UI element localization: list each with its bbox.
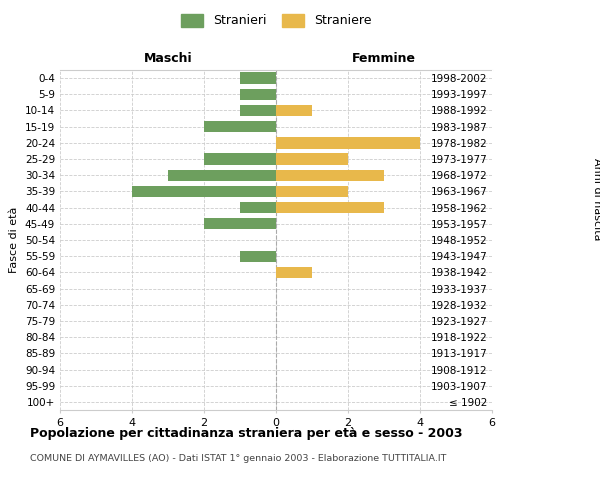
Bar xyxy=(240,202,276,213)
Text: COMUNE DI AYMAVILLES (AO) - Dati ISTAT 1° gennaio 2003 - Elaborazione TUTTITALIA: COMUNE DI AYMAVILLES (AO) - Dati ISTAT 1… xyxy=(30,454,446,463)
Bar xyxy=(132,186,276,197)
Bar xyxy=(240,105,276,116)
Bar xyxy=(276,105,312,116)
Bar xyxy=(168,170,276,181)
Legend: Stranieri, Straniere: Stranieri, Straniere xyxy=(181,14,371,28)
Text: Popolazione per cittadinanza straniera per età e sesso - 2003: Popolazione per cittadinanza straniera p… xyxy=(30,428,463,440)
Bar xyxy=(276,137,420,148)
Bar xyxy=(240,88,276,100)
Bar xyxy=(276,170,384,181)
Bar xyxy=(276,266,312,278)
Bar xyxy=(240,72,276,84)
Y-axis label: Fasce di età: Fasce di età xyxy=(10,207,19,273)
Bar xyxy=(276,154,348,164)
Bar xyxy=(204,154,276,164)
Bar xyxy=(204,121,276,132)
Bar xyxy=(240,250,276,262)
Text: Anni di nascita: Anni di nascita xyxy=(592,158,600,240)
Bar xyxy=(276,202,384,213)
Bar xyxy=(276,186,348,197)
Bar xyxy=(204,218,276,230)
Text: Maschi: Maschi xyxy=(143,52,193,65)
Text: Femmine: Femmine xyxy=(352,52,416,65)
